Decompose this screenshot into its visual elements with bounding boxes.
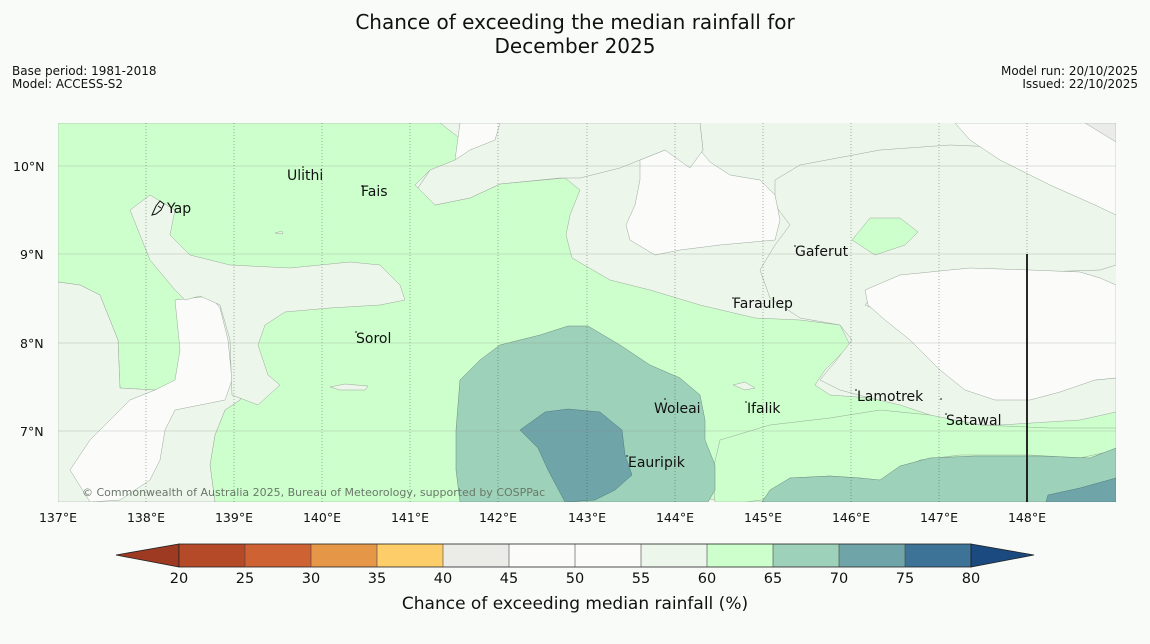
colorbar-tick-label: 70 (830, 571, 848, 587)
colorbar-tick-label: 35 (368, 571, 386, 587)
colorbar-segment (443, 544, 509, 567)
lon-tick-label: 141°E (391, 510, 429, 525)
colorbar-tick-label: 25 (236, 571, 254, 587)
place-label: Ulithi (287, 168, 323, 184)
lat-tick-label: 8°N (20, 336, 44, 351)
colorbar-tick-label: 30 (302, 571, 320, 587)
model-name: Model: ACCESS-S2 (12, 77, 124, 91)
island-marks (302, 166, 947, 457)
lon-tick-label: 137°E (39, 510, 77, 525)
colorbar-tick-label: 80 (962, 571, 980, 587)
colorbar-segment (245, 544, 311, 567)
meta-left: Base period: 1981-2018 Model: ACCESS-S2 (12, 65, 157, 91)
title-line-2: December 2025 (494, 34, 656, 58)
place-label: Gaferut (795, 244, 849, 260)
colorbar-segment (641, 544, 707, 567)
colorbar-segment (509, 544, 575, 567)
colorbar-segment (905, 544, 971, 567)
band-70-75-se (1045, 477, 1116, 502)
place-label: Woleai (654, 401, 701, 417)
issued-date: Issued: 22/10/2025 (1022, 77, 1138, 91)
lon-tick-label: 148°E (1008, 510, 1046, 525)
colorbar-dividers (244, 544, 906, 567)
lon-tick-label: 145°E (744, 510, 782, 525)
base-period: Base period: 1981-2018 (12, 64, 157, 78)
band-45-50-west (69, 295, 233, 502)
colorbar-segment (707, 544, 773, 567)
colorbar-tick-label: 45 (500, 571, 518, 587)
band-55-60-west-edge (274, 230, 284, 235)
colorbar-tick-label: 20 (170, 571, 188, 587)
band-45-50-ne (864, 267, 1116, 401)
band-40-45-corner (1084, 123, 1116, 143)
lon-tick-label: 147°E (920, 510, 958, 525)
place-label: Lamotrek (857, 389, 924, 405)
place-label: Faraulep (733, 296, 793, 312)
place-label: Satawal (946, 413, 1001, 429)
model-run: Model run: 20/10/2025 (1000, 64, 1138, 78)
colorbar-segment (839, 544, 905, 567)
lon-tick-label: 139°E (215, 510, 253, 525)
colorbar-label: Chance of exceeding median rainfall (%) (401, 594, 749, 614)
place-label: Sorol (356, 331, 391, 347)
colorbar-extend-low (115, 543, 180, 568)
colorbar-segment (311, 544, 377, 567)
band-45-50-top-gap (454, 123, 501, 161)
copyright-text: © Commonwealth of Australia 2025, Bureau… (82, 486, 545, 499)
yap-island-icon (151, 200, 165, 216)
band-55-60-top (417, 123, 704, 206)
band-45-50-north (625, 149, 781, 256)
colorbar-segment (377, 544, 443, 567)
colorbar-tick-label: 55 (632, 571, 650, 587)
lon-tick-label: 146°E (832, 510, 870, 525)
colorbar-segment (773, 544, 839, 567)
chart-title: Chance of exceeding the median rainfall … (0, 10, 1150, 58)
band-55-60-islet (329, 383, 369, 391)
lat-tick-label: 9°N (20, 247, 44, 262)
band-55-60-islet-2 (732, 381, 756, 391)
place-label: Yap (166, 201, 191, 217)
lat-tick-label: 10°N (13, 159, 45, 174)
title-line-1: Chance of exceeding the median rainfall … (355, 10, 795, 34)
colorbar-tick-label: 40 (434, 571, 452, 587)
colorbar-tick-label: 75 (896, 571, 914, 587)
band-70-75-center (519, 408, 633, 502)
band-45-50-ne-top (954, 123, 1116, 216)
place-label: Eauripik (628, 455, 686, 471)
colorbar-segment (575, 544, 641, 567)
meridians (145, 123, 1028, 502)
lon-tick-label: 144°E (656, 510, 694, 525)
place-label: Ifalik (747, 401, 781, 417)
lon-tick-label: 138°E (127, 510, 165, 525)
colorbar-extend-high (970, 543, 1035, 568)
lon-tick-label: 140°E (303, 510, 341, 525)
band-60-65-blob (851, 217, 919, 256)
colorbar: 20 25 30 35 40 45 50 55 60 65 70 75 80 (115, 543, 1035, 587)
meta-right: Model run: 20/10/2025 Issued: 22/10/2025 (1001, 65, 1138, 91)
lon-tick-label: 143°E (568, 510, 606, 525)
place-label: Fais (361, 184, 388, 200)
colorbar-tick-label: 65 (764, 571, 782, 587)
lon-tick-label: 142°E (479, 510, 517, 525)
band-55-60-mid (129, 194, 406, 406)
colorbar-tick-label: 50 (566, 571, 584, 587)
colorbar-segment (179, 544, 245, 567)
colorbar-tick-label: 60 (698, 571, 716, 587)
lat-tick-label: 7°N (20, 424, 44, 439)
